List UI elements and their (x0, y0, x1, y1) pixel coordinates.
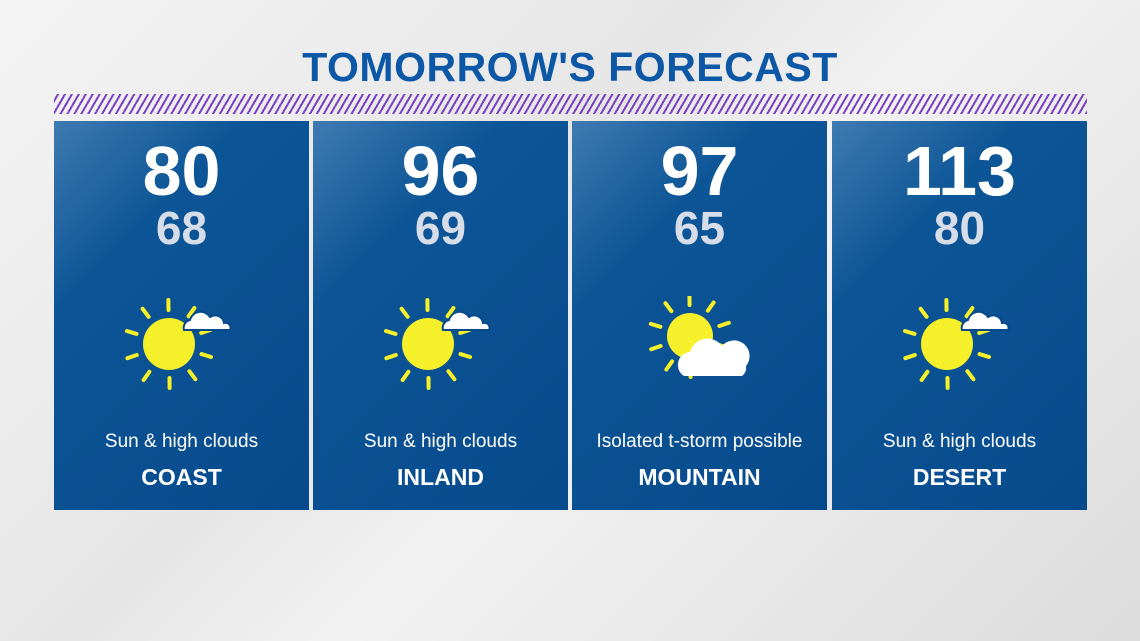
low-temperature: 80 (933, 202, 986, 254)
partly-cloudy-icon (648, 296, 750, 379)
condition-text: Sun & high clouds (882, 431, 1037, 452)
high-temperature: 96 (401, 132, 480, 210)
region-label: DESERT (912, 464, 1007, 490)
low-temperature: 65 (673, 202, 726, 254)
high-temperature: 97 (660, 132, 739, 210)
region-label: COAST (141, 464, 222, 490)
condition-text: Sun & high clouds (104, 431, 259, 452)
sun-high-clouds-icon (383, 298, 491, 390)
forecast-panel-coast: 80 68 Sun & high clouds COAST (54, 121, 309, 510)
forecast-panel-mountain: 97 65 Isolated t-storm possible MOUNTAIN (572, 121, 827, 510)
high-temperature: 113 (903, 132, 1016, 210)
forecast-panel-inland: 96 69 Sun & high clouds INLAND (313, 121, 568, 510)
sun-high-clouds-icon (124, 298, 232, 390)
stripe-divider (54, 94, 1087, 114)
page-title: TOMORROW'S FORECAST (302, 44, 838, 90)
sun-high-clouds-icon (902, 298, 1010, 390)
condition-text: Isolated t-storm possible (596, 431, 803, 452)
forecast-panel-desert: 113 80 Sun & high clouds DESERT (832, 121, 1087, 510)
condition-text: Sun & high clouds (363, 431, 518, 452)
high-temperature: 80 (142, 132, 221, 210)
low-temperature: 69 (414, 202, 467, 254)
low-temperature: 68 (155, 202, 208, 254)
region-label: MOUNTAIN (638, 464, 761, 490)
region-label: INLAND (397, 464, 484, 490)
